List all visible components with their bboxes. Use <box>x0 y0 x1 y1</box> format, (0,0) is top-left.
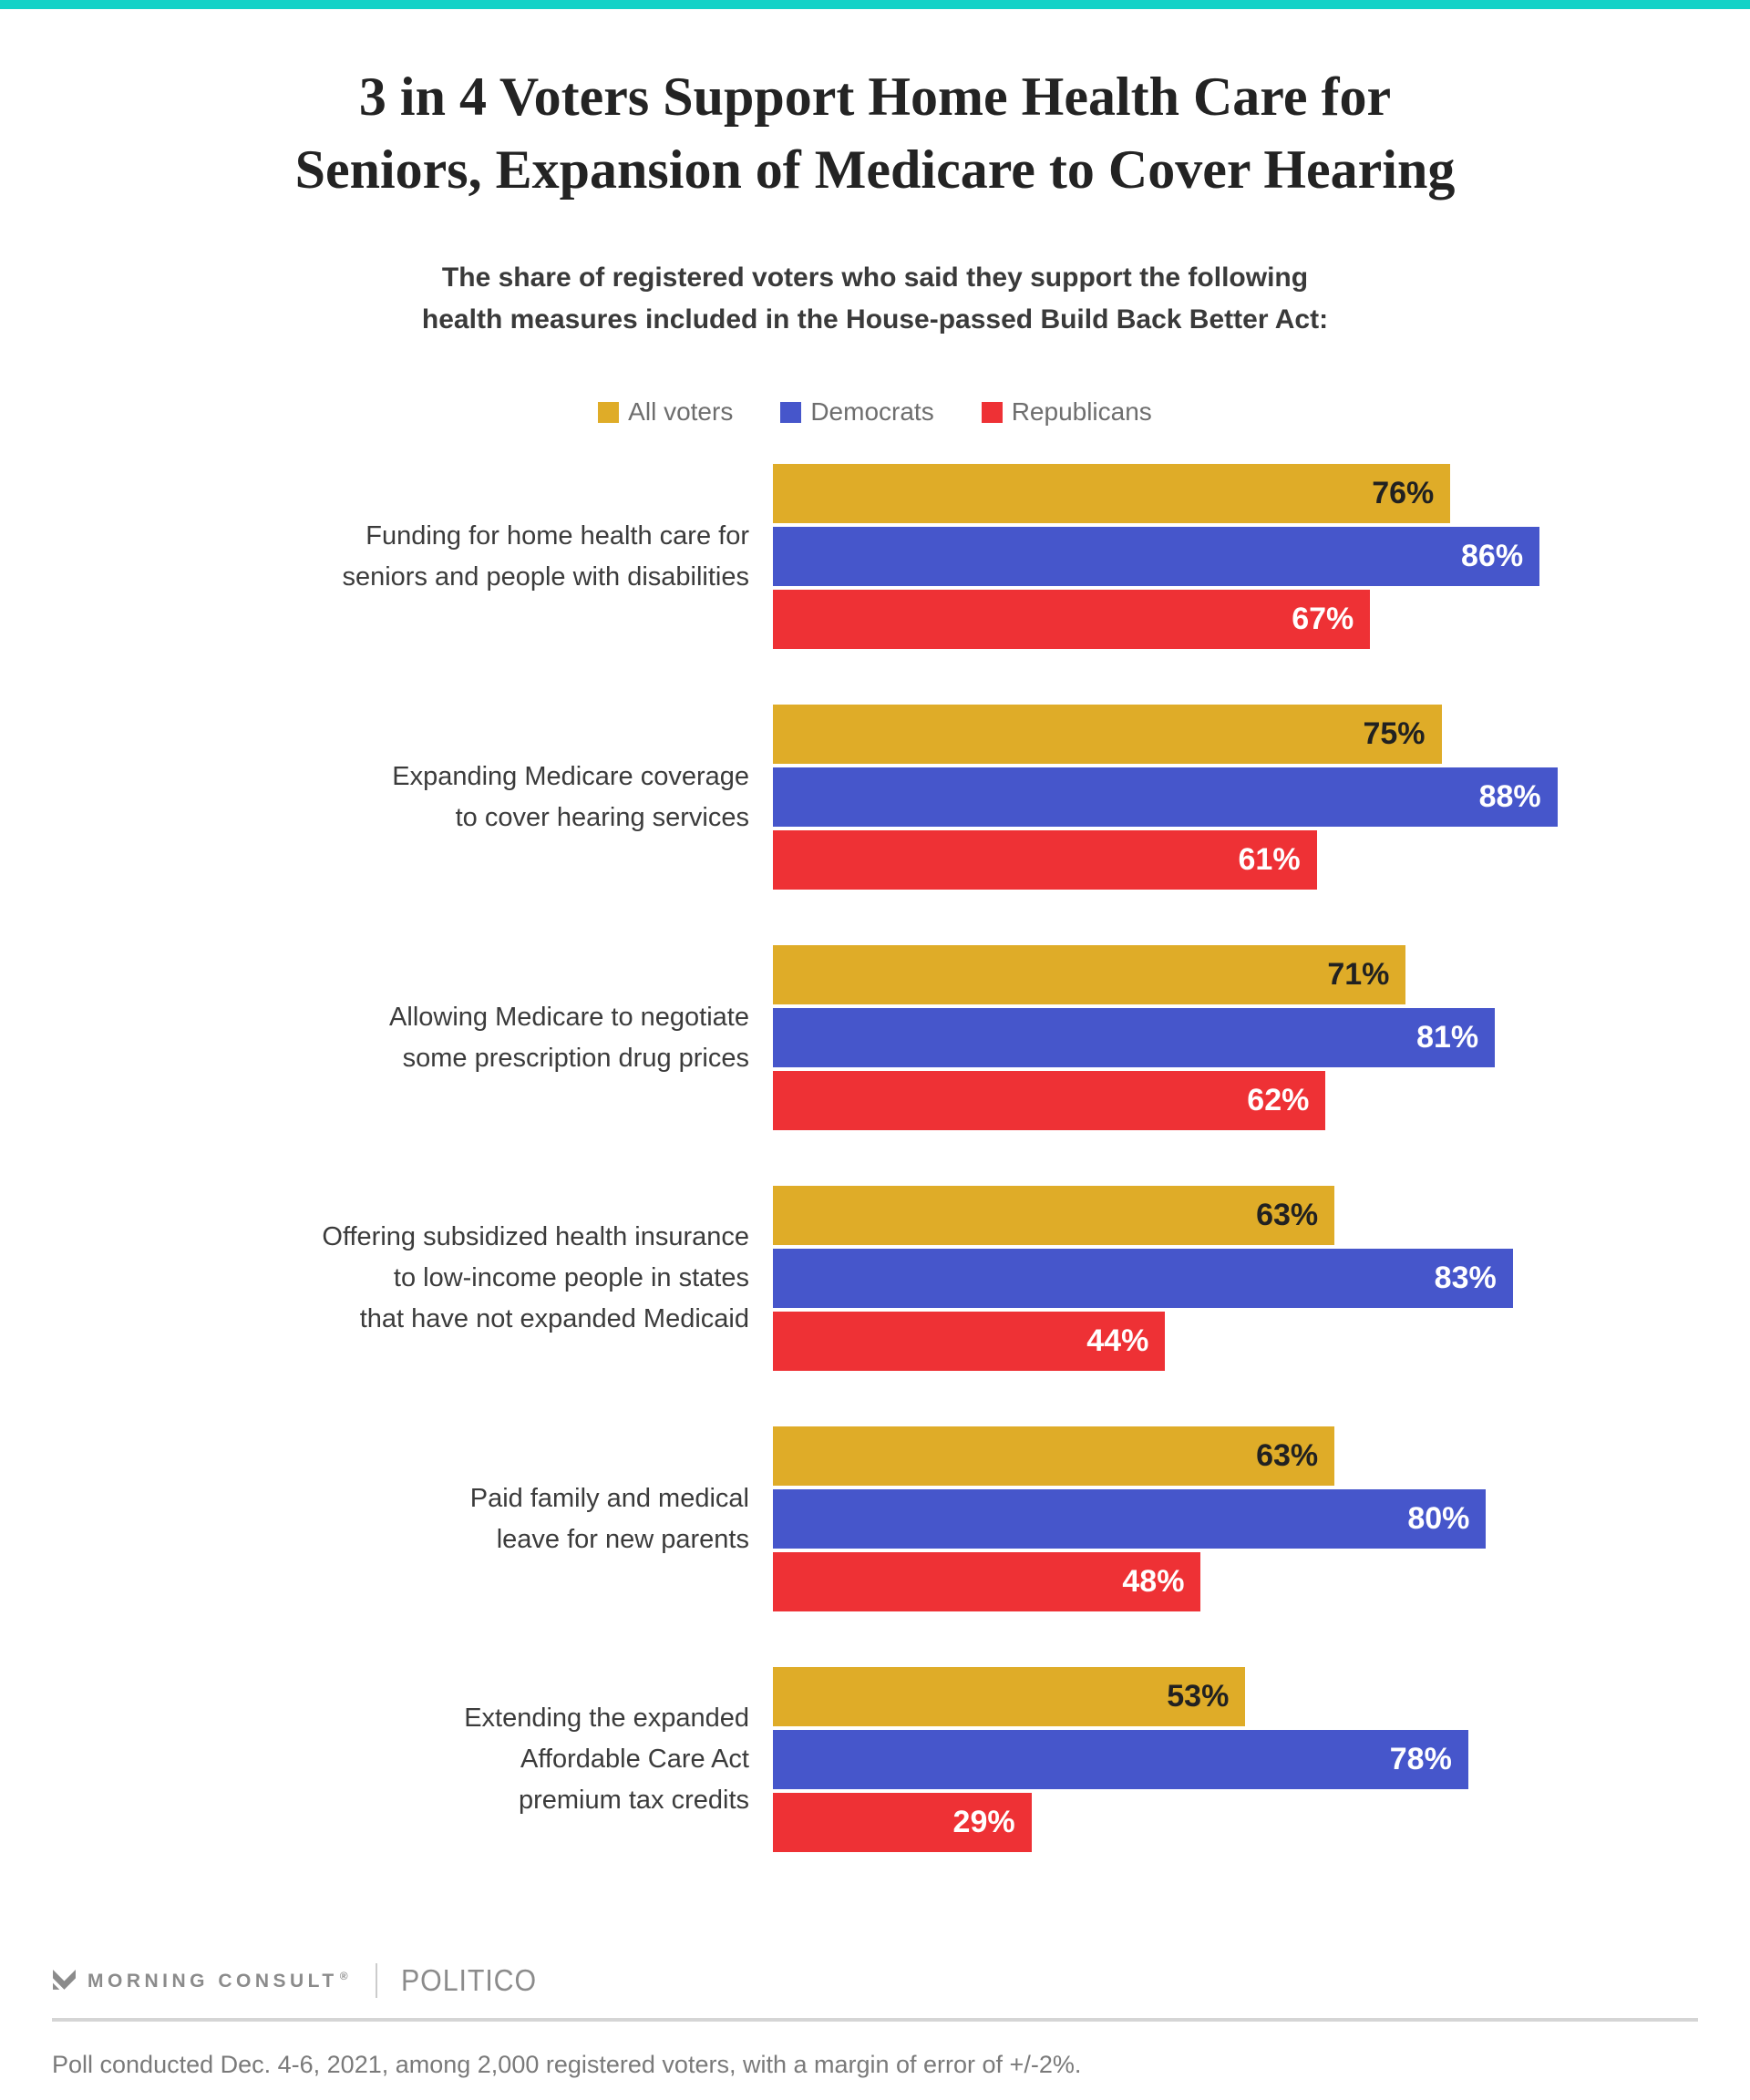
bar-value-label: 78% <box>1389 1742 1452 1776</box>
bar-value-label: 71% <box>1327 957 1390 992</box>
chart-rows: Funding for home health care for seniors… <box>0 464 1750 1852</box>
bar-all-voters: 76% <box>773 464 1451 523</box>
methodology-note: Poll conducted Dec. 4-6, 2021, among 2,0… <box>52 2051 1082 2078</box>
bar-value-label: 67% <box>1292 602 1354 636</box>
bar-value-label: 63% <box>1256 1438 1319 1473</box>
legend-label: Democrats <box>810 397 934 426</box>
bar-value-label: 88% <box>1478 779 1541 814</box>
registered-mark: ® <box>339 1969 353 1982</box>
bar-democrats: 81% <box>773 1008 1496 1067</box>
legend-swatch-all-voters <box>598 401 620 423</box>
bar-value-label: 80% <box>1407 1501 1470 1536</box>
footer: MORNING CONSULT ® POLITICO Poll conducted… <box>52 1961 1698 2079</box>
bar-all-voters: 75% <box>773 705 1442 764</box>
legend-label: Republicans <box>1011 397 1152 426</box>
bar-all-voters: 63% <box>773 1186 1335 1245</box>
chart-row: Extending the expanded Affordable Care A… <box>0 1667 1750 1852</box>
bar-democrats: 86% <box>773 527 1540 586</box>
brand-row: MORNING CONSULT ® POLITICO <box>52 1961 1698 2000</box>
legend-label: All voters <box>628 397 734 426</box>
legend-swatch-democrats <box>780 401 802 423</box>
chart-legend: All voters Democrats Republicans <box>0 397 1750 427</box>
bar-value-label: 53% <box>1167 1679 1230 1714</box>
bar-republicans: 48% <box>773 1552 1201 1611</box>
morning-consult-m-icon <box>53 1969 76 1990</box>
bar-group: 53% 78% 29% <box>773 1667 1750 1852</box>
bar-democrats: 80% <box>773 1489 1487 1549</box>
politico-wordmark: POLITICO <box>401 1963 538 1997</box>
bar-all-voters: 63% <box>773 1426 1335 1486</box>
bar-group: 75% 88% 61% <box>773 705 1750 890</box>
footer-divider-line <box>52 2018 1698 2022</box>
bar-republicans: 67% <box>773 590 1371 649</box>
legend-item-all-voters: All voters <box>598 397 733 427</box>
bar-all-voters: 71% <box>773 945 1406 1004</box>
legend-item-democrats: Democrats <box>780 397 934 427</box>
brand-divider <box>376 1963 378 1998</box>
legend-swatch-republicans <box>981 401 1003 423</box>
bar-group: 63% 83% 44% <box>773 1186 1750 1371</box>
bar-value-label: 44% <box>1086 1323 1149 1358</box>
bar-value-label: 29% <box>952 1805 1015 1839</box>
bar-value-label: 76% <box>1372 476 1435 510</box>
bar-chart: Funding for home health care for seniors… <box>0 464 1750 1852</box>
bar-value-label: 81% <box>1416 1020 1479 1055</box>
bar-democrats: 83% <box>773 1249 1513 1308</box>
category-label: Allowing Medicare to negotiate some pres… <box>389 1002 749 1073</box>
bar-value-label: 48% <box>1122 1564 1185 1599</box>
bar-group: 76% 86% 67% <box>773 464 1750 649</box>
page-title: 3 in 4 Voters Support Home Health Care f… <box>294 67 1456 200</box>
morning-consult-wordmark: MORNING CONSULT ® <box>88 1969 353 1992</box>
chart-row: Expanding Medicare coverage to cover hea… <box>0 705 1750 890</box>
bar-republicans: 29% <box>773 1793 1032 1852</box>
category-label: Extending the expanded Affordable Care A… <box>464 1704 749 1815</box>
bar-group: 63% 80% 48% <box>773 1426 1750 1611</box>
bar-value-label: 83% <box>1434 1261 1497 1295</box>
chart-row: Funding for home health care for seniors… <box>0 464 1750 649</box>
bar-democrats: 88% <box>773 767 1558 827</box>
bar-republicans: 62% <box>773 1071 1326 1130</box>
chart-row: Allowing Medicare to negotiate some pres… <box>0 945 1750 1130</box>
legend-item-republicans: Republicans <box>981 397 1152 427</box>
category-label: Paid family and medical leave for new pa… <box>469 1483 749 1554</box>
accent-top-bar <box>0 0 1750 9</box>
bar-value-label: 63% <box>1256 1198 1319 1232</box>
category-label: Offering subsidized health insurance to … <box>322 1222 749 1333</box>
bar-value-label: 75% <box>1363 716 1426 751</box>
chart-row: Paid family and medical leave for new pa… <box>0 1426 1750 1611</box>
bar-republicans: 61% <box>773 830 1317 890</box>
bar-democrats: 78% <box>773 1730 1468 1789</box>
category-label: Expanding Medicare coverage to cover hea… <box>392 761 749 832</box>
bar-value-label: 61% <box>1238 842 1301 877</box>
bar-value-label: 62% <box>1247 1083 1310 1117</box>
bar-republicans: 44% <box>773 1312 1166 1371</box>
chart-subtitle: The share of registered voters who said … <box>421 262 1329 335</box>
bar-value-label: 86% <box>1461 539 1524 573</box>
bar-group: 71% 81% 62% <box>773 945 1750 1130</box>
bar-all-voters: 53% <box>773 1667 1246 1726</box>
chart-row: Offering subsidized health insurance to … <box>0 1186 1750 1371</box>
category-label: Funding for home health care for seniors… <box>342 520 749 592</box>
